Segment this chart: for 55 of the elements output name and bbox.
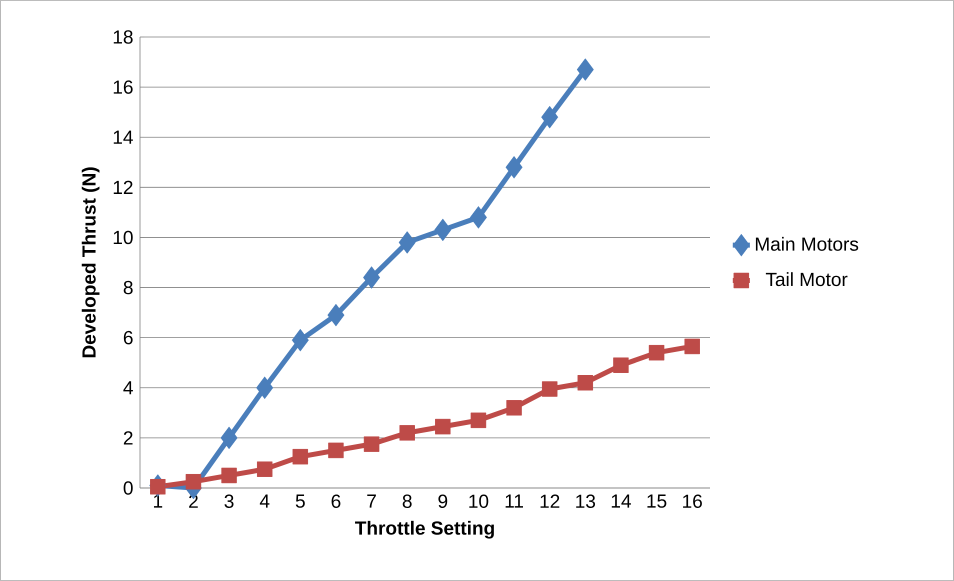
point bbox=[576, 58, 594, 81]
point bbox=[398, 231, 416, 254]
x-tick-label: 13 bbox=[576, 494, 596, 508]
x-tick-label: 3 bbox=[224, 494, 234, 508]
point bbox=[186, 474, 202, 490]
legend-label: Tail Motor bbox=[766, 272, 848, 286]
point bbox=[292, 448, 308, 464]
x-tick-label: 8 bbox=[402, 494, 412, 508]
point bbox=[470, 412, 486, 428]
y-tick-label: 2 bbox=[124, 431, 133, 445]
point bbox=[506, 400, 522, 416]
x-tick-label: 5 bbox=[296, 494, 305, 508]
point bbox=[434, 218, 452, 242]
x-tick-label: 7 bbox=[367, 494, 376, 508]
point bbox=[399, 425, 415, 441]
point bbox=[292, 328, 309, 352]
point bbox=[327, 304, 344, 326]
x-tick-label: 16 bbox=[683, 494, 702, 508]
x-tick-label: 9 bbox=[438, 494, 448, 508]
x-tick-label: 4 bbox=[260, 494, 270, 508]
point bbox=[648, 344, 664, 360]
point bbox=[613, 357, 629, 373]
x-tick-label: 6 bbox=[332, 494, 340, 508]
x-tick-label: 15 bbox=[647, 494, 666, 508]
point bbox=[256, 461, 272, 477]
point bbox=[364, 436, 380, 452]
point bbox=[542, 381, 558, 397]
x-axis-title: Throttle Setting bbox=[355, 520, 494, 539]
y-tick-label: 12 bbox=[114, 180, 133, 194]
legend-label: Main Motors bbox=[756, 236, 858, 251]
y-axis-title: Developed Thrust (N) bbox=[82, 167, 100, 358]
point bbox=[221, 468, 237, 484]
x-tick-label: 12 bbox=[540, 494, 560, 508]
x-tick-label: 14 bbox=[612, 494, 631, 508]
point bbox=[363, 266, 380, 289]
y-tick-label: 16 bbox=[114, 80, 133, 94]
point bbox=[684, 338, 700, 354]
y-tick-label: 6 bbox=[124, 330, 133, 344]
point bbox=[470, 206, 487, 229]
y-tick-label: 10 bbox=[114, 230, 133, 244]
y-tick-label: 0 bbox=[124, 481, 133, 495]
y-tick-label: 18 bbox=[114, 30, 133, 44]
point bbox=[328, 442, 344, 458]
y-tick-label: 4 bbox=[123, 381, 133, 394]
point bbox=[578, 375, 594, 391]
point bbox=[506, 156, 523, 179]
point bbox=[256, 376, 274, 400]
x-tick-label: 11 bbox=[506, 494, 523, 508]
y-tick-label: 8 bbox=[124, 280, 133, 294]
point bbox=[541, 106, 558, 128]
y-tick-label: 14 bbox=[114, 130, 133, 144]
point bbox=[435, 418, 451, 434]
point bbox=[220, 426, 238, 450]
point bbox=[150, 478, 166, 494]
x-tick-label: 10 bbox=[469, 494, 488, 508]
